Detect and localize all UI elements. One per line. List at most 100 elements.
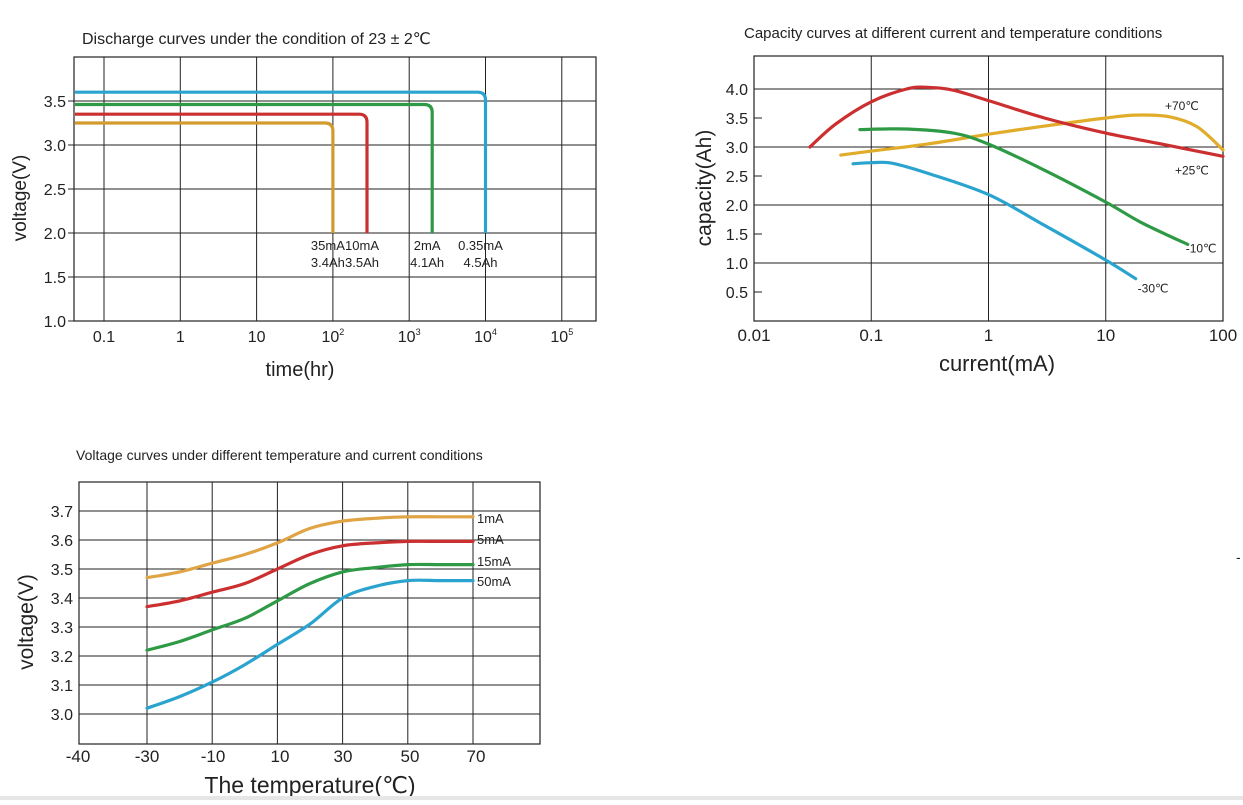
- voltage-temperature-x-tick-label: 30: [334, 747, 353, 766]
- discharge-x-tick-label: 103: [398, 327, 421, 346]
- stray-mark: -: [1236, 549, 1241, 565]
- discharge-series-capacity-label: 4.5Ah: [464, 255, 498, 270]
- capacity-x-tick-label: 10: [1096, 326, 1115, 345]
- discharge-x-axis-label: time(hr): [266, 359, 335, 381]
- capacity-y-tick-label: 3.5: [726, 111, 748, 128]
- discharge-grid: [68, 57, 596, 322]
- bottom-edge-strip: [0, 796, 1243, 800]
- voltage-temperature-series-label: 5mA: [477, 532, 504, 547]
- discharge-series-current-label: 10mA: [345, 238, 379, 253]
- voltage-temperature-series-label: 50mA: [477, 574, 511, 589]
- voltage-temperature-grid: [79, 482, 540, 744]
- voltage-temperature-x-tick-label: 10: [271, 747, 290, 766]
- discharge-chart: Discharge curves under the condition of …: [10, 31, 597, 381]
- capacity-y-tick-label: 2.5: [726, 169, 748, 186]
- capacity-series: [808, 85, 1225, 281]
- discharge-y-tick-label: 3.0: [44, 138, 66, 155]
- voltage-temperature-y-tick-label: 3.7: [51, 504, 73, 521]
- discharge-y-tick-label: 2.0: [44, 226, 66, 243]
- voltage-temperature-y-tick-label: 3.5: [51, 562, 73, 579]
- discharge-series-current-label: 35mA: [311, 238, 345, 253]
- capacity-x-tick-label: 1: [984, 326, 993, 345]
- voltage-temperature-x-tick-label: -30: [135, 747, 160, 766]
- voltage-temperature-y-tick-label: 3.6: [51, 533, 73, 550]
- capacity-series-label: -10℃: [1186, 241, 1217, 255]
- voltage-temperature-series: [145, 515, 475, 710]
- discharge-x-tick-exponent: 3: [416, 327, 421, 337]
- discharge-x-tick-base: 10: [474, 329, 492, 346]
- discharge-y-tick-label: 1.0: [44, 314, 66, 331]
- capacity-y-axis-label: capacity(Ah): [693, 130, 716, 247]
- discharge-x-tick-label: 102: [321, 327, 344, 346]
- voltage-temperature-y-tick-label: 3.0: [51, 707, 73, 724]
- capacity-chart-title: Capacity curves at different current and…: [744, 25, 1162, 42]
- discharge-x-tick-exponent: 4: [492, 327, 497, 337]
- capacity-x-axis-label: current(mA): [939, 351, 1055, 376]
- discharge-x-tick-label: 105: [550, 327, 573, 346]
- voltage-temperature-series-line: [145, 539, 475, 609]
- discharge-x-tick-label: 104: [474, 327, 497, 346]
- capacity-x-tick-label: 0.1: [859, 326, 883, 345]
- discharge-series-current-label: 2mA: [414, 238, 441, 253]
- voltage-temperature-x-axis-label: The temperature(℃): [204, 772, 415, 798]
- voltage-temperature-y-tick-label: 3.3: [51, 620, 73, 637]
- discharge-series-current-label: 0.35mA: [458, 238, 503, 253]
- voltage-temperature-x-tick-label: -10: [201, 747, 226, 766]
- discharge-y-ticks: 1.0 1.5 2.0 2.5 3.0 3.5: [44, 94, 66, 331]
- discharge-y-tick-label: 1.5: [44, 270, 66, 287]
- voltage-temperature-x-tick-label: 70: [467, 747, 486, 766]
- voltage-temperature-y-tick-label: 3.2: [51, 649, 73, 666]
- capacity-x-tick-label: 0.01: [737, 326, 770, 345]
- discharge-y-tick-label: 3.5: [44, 94, 66, 111]
- capacity-y-tick-label: 3.0: [726, 140, 748, 157]
- discharge-series-capacity-label: 4.1Ah: [410, 255, 444, 270]
- discharge-x-tick-base: 10: [248, 329, 266, 346]
- voltage-temperature-y-tick-label: 3.1: [51, 678, 73, 695]
- capacity-x-tick-label: 100: [1209, 326, 1237, 345]
- capacity-series-labels: +70℃ +25℃ -10℃ -30℃: [1138, 99, 1217, 296]
- voltage-temperature-y-tick-label: 3.4: [51, 591, 73, 608]
- discharge-x-tick-base: 10: [550, 329, 568, 346]
- discharge-series-line: [75, 90, 488, 233]
- voltage-temperature-series-line: [145, 578, 475, 710]
- voltage-temperature-plot-frame: [78, 481, 541, 745]
- capacity-y-tick-label: 2.0: [726, 198, 748, 215]
- voltage-temperature-series-label: 15mA: [477, 554, 511, 569]
- voltage-temperature-y-axis-label: voltage(V): [15, 574, 38, 670]
- voltage-temperature-series-labels: 1mA 5mA 15mA 50mA: [477, 511, 511, 589]
- discharge-chart-title: Discharge curves under the condition of …: [82, 31, 431, 48]
- capacity-series-line: [851, 160, 1138, 281]
- discharge-series-capacity-label: 3.5Ah: [345, 255, 379, 270]
- voltage-temperature-chart: Voltage curves under different temperatu…: [15, 447, 541, 798]
- voltage-temperature-x-tick-label: 50: [401, 747, 420, 766]
- capacity-y-tick-label: 1.0: [726, 256, 748, 273]
- discharge-x-tick-base: 10: [398, 329, 416, 346]
- discharge-x-tick-base: 1: [176, 329, 185, 346]
- discharge-series-line: [75, 102, 434, 233]
- voltage-temperature-y-ticks: 3.0 3.1 3.2 3.3 3.4 3.5 3.6 3.7: [51, 504, 73, 724]
- capacity-series-label: +70℃: [1165, 99, 1199, 113]
- capacity-x-ticks: 0.01 0.1 1 10 100: [737, 326, 1237, 345]
- capacity-y-tick-label: 0.5: [726, 285, 748, 302]
- discharge-x-tick-base: 0.1: [93, 329, 115, 346]
- discharge-x-tick-label: 0.1: [93, 329, 115, 346]
- discharge-series-line: [75, 121, 335, 233]
- capacity-series-line: [808, 85, 1225, 158]
- voltage-temperature-series-line: [145, 562, 475, 652]
- voltage-temperature-x-tick-label: -40: [66, 747, 91, 766]
- discharge-series-line: [75, 112, 369, 233]
- discharge-x-tick-exponent: 5: [568, 327, 573, 337]
- discharge-x-ticks: 0.1 1 10 102 103 104 105: [93, 327, 573, 346]
- discharge-y-axis-label: voltage(V): [10, 155, 31, 242]
- voltage-temperature-series-line: [145, 515, 475, 580]
- discharge-x-tick-label: 1: [176, 329, 185, 346]
- discharge-series-capacity-label: 3.4Ah: [311, 255, 345, 270]
- discharge-series: [75, 90, 488, 233]
- capacity-series-label: -30℃: [1138, 282, 1169, 296]
- voltage-temperature-x-ticks: -40 -30 -10 10 30 50 70: [66, 747, 486, 766]
- capacity-y-tick-label: 4.0: [726, 82, 748, 99]
- capacity-series-line: [858, 127, 1190, 246]
